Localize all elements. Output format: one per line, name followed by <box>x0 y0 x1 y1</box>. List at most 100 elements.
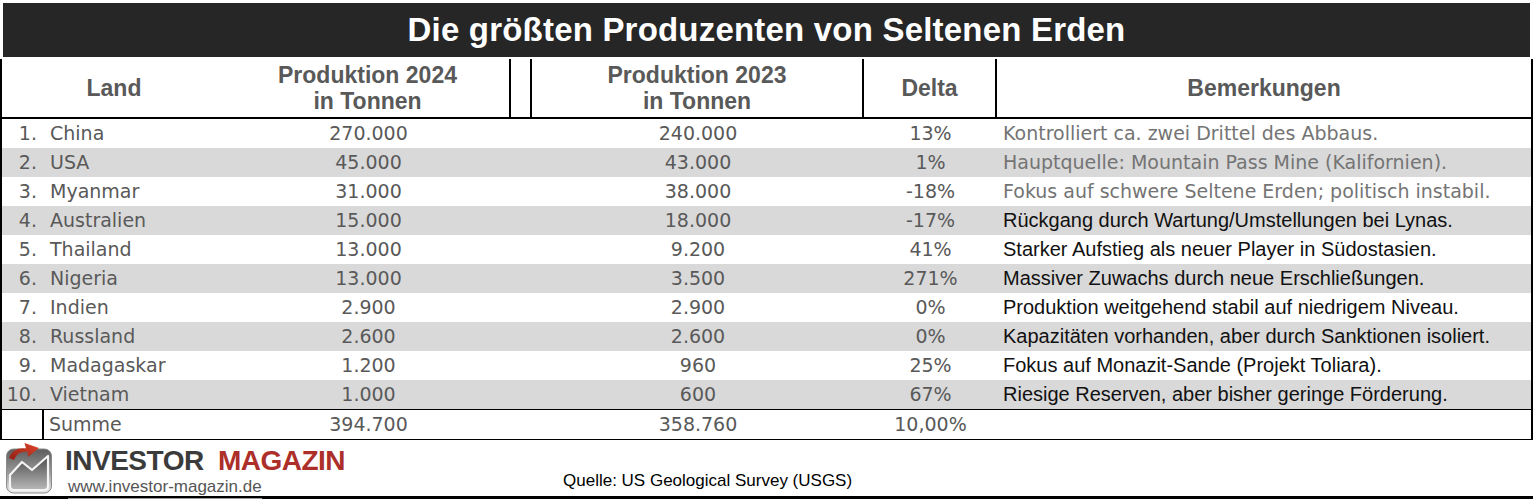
delta-cell: -18% <box>864 177 997 206</box>
table-row: 7. Indien 2.900 2.900 0% Produktion weit… <box>2 293 1531 322</box>
prod2024-cell: 31.000 <box>226 177 511 206</box>
brand-text: INVESTOR MAGAZIN www.investor-magazin.de <box>65 442 345 499</box>
rank-cell: 7. <box>2 293 44 322</box>
table-body: 1. China 270.000 240.000 13% Kontrollier… <box>2 119 1531 409</box>
prod2024-cell: 270.000 <box>226 119 511 148</box>
land-cell: Thailand <box>44 235 226 264</box>
table-row: 3. Myanmar 31.000 38.000 -18% Fokus auf … <box>2 177 1531 206</box>
rank-cell: 2. <box>2 148 44 177</box>
mountain-chart-icon <box>5 442 55 495</box>
prod2024-cell: 2.600 <box>226 322 511 351</box>
total-prod2023-cell: 358.760 <box>532 410 864 439</box>
table-row: 1. China 270.000 240.000 13% Kontrollier… <box>2 119 1531 148</box>
land-cell: Australien <box>44 206 226 235</box>
delta-cell: 25% <box>864 351 997 380</box>
header-bemerkungen-label: Bemerkungen <box>1187 75 1340 101</box>
table-row: 8. Russland 2.600 2.600 0% Kapazitäten v… <box>2 322 1531 351</box>
delta-cell: 271% <box>864 264 997 293</box>
table-row: 4. Australien 15.000 18.000 -17% Rückgan… <box>2 206 1531 235</box>
prod2024-cell: 15.000 <box>226 206 511 235</box>
header-delta-label: Delta <box>901 75 957 101</box>
bemerkung-cell: Fokus auf schwere Seltene Erden; politis… <box>997 177 1531 206</box>
land-cell: USA <box>44 148 226 177</box>
land-cell: Nigeria <box>44 264 226 293</box>
land-cell: Indien <box>44 293 226 322</box>
prod2023-cell: 43.000 <box>532 148 864 177</box>
bemerkung-cell: Kapazitäten vorhanden, aber durch Sankti… <box>997 322 1531 351</box>
prod2023-cell: 9.200 <box>532 235 864 264</box>
bemerkung-cell: Fokus auf Monazit-Sande (Projekt Toliara… <box>997 351 1531 380</box>
total-prod2024-cell: 394.700 <box>226 410 511 439</box>
delta-cell: 41% <box>864 235 997 264</box>
table-header-row: Land Produktion 2024 in Tonnen Produktio… <box>2 59 1531 119</box>
rank-cell: 6. <box>2 264 44 293</box>
bemerkung-cell: Rückgang durch Wartung/Umstellungen bei … <box>997 206 1531 235</box>
prod2024-cell: 45.000 <box>226 148 511 177</box>
table-row: 10. Vietnam 1.000 600 67% Riesige Reserv… <box>2 380 1531 409</box>
land-cell: China <box>44 119 226 148</box>
rank-cell: 4. <box>2 206 44 235</box>
table-row: 2. USA 45.000 43.000 1% Hauptquelle: Mou… <box>2 148 1531 177</box>
bemerkung-cell: Hauptquelle: Mountain Pass Mine (Kalifor… <box>997 148 1531 177</box>
header-delta: Delta <box>864 59 997 117</box>
prod2023-cell: 960 <box>532 351 864 380</box>
header-produktion-2024-line2: in Tonnen <box>313 88 421 114</box>
prod2023-cell: 38.000 <box>532 177 864 206</box>
bemerkung-cell: Produktion weitgehend stabil auf niedrig… <box>997 293 1531 322</box>
investor-magazin-logo: INVESTOR MAGAZIN www.investor-magazin.de <box>5 442 345 499</box>
total-bemerkung-cell <box>997 410 1531 439</box>
prod2023-cell: 3.500 <box>532 264 864 293</box>
delta-cell: -17% <box>864 206 997 235</box>
prod2023-cell: 600 <box>532 380 864 409</box>
footer: INVESTOR MAGAZIN www.investor-magazin.de… <box>0 440 1533 499</box>
rank-cell: 1. <box>2 119 44 148</box>
table-row: 5. Thailand 13.000 9.200 41% Starker Auf… <box>2 235 1531 264</box>
land-cell: Russland <box>44 322 226 351</box>
land-cell: Madagaskar <box>44 351 226 380</box>
prod2023-cell: 18.000 <box>532 206 864 235</box>
brand-investor: INVESTOR <box>65 445 204 476</box>
total-rank-cell <box>2 410 44 439</box>
rank-cell: 3. <box>2 177 44 206</box>
prod2024-cell: 1.000 <box>226 380 511 409</box>
table-row: 9. Madagaskar 1.200 960 25% Fokus auf Mo… <box>2 351 1531 380</box>
brand-name: INVESTOR MAGAZIN <box>65 446 345 476</box>
total-delta-cell: 10,00% <box>864 410 997 439</box>
rank-cell: 10. <box>2 380 44 409</box>
total-row: Summe 394.700 358.760 10,00% <box>2 409 1531 441</box>
prod2024-cell: 1.200 <box>226 351 511 380</box>
header-land-label: Land <box>87 75 142 101</box>
delta-cell: 13% <box>864 119 997 148</box>
delta-cell: 0% <box>864 322 997 351</box>
header-produktion-2023-line1: Produktion 2023 <box>608 62 787 88</box>
header-bemerkungen: Bemerkungen <box>997 59 1531 117</box>
rank-cell: 5. <box>2 235 44 264</box>
land-cell: Myanmar <box>44 177 226 206</box>
prod2023-cell: 240.000 <box>532 119 864 148</box>
total-label-cell: Summe <box>44 410 226 439</box>
delta-cell: 0% <box>864 293 997 322</box>
prod2024-cell: 2.900 <box>226 293 511 322</box>
header-produktion-2023-line2: in Tonnen <box>643 88 751 114</box>
land-cell: Vietnam <box>44 380 226 409</box>
table-row: 6. Nigeria 13.000 3.500 271% Massiver Zu… <box>2 264 1531 293</box>
header-spacer <box>511 59 532 117</box>
header-produktion-2024: Produktion 2024 in Tonnen <box>226 59 511 117</box>
prod2023-cell: 2.900 <box>532 293 864 322</box>
bemerkung-cell: Kontrolliert ca. zwei Drittel des Abbaus… <box>997 119 1531 148</box>
prod2023-cell: 2.600 <box>532 322 864 351</box>
prod2024-cell: 13.000 <box>226 264 511 293</box>
total-spacer-cell <box>511 410 532 439</box>
bemerkung-cell: Massiver Zuwachs durch neue Erschließung… <box>997 264 1531 293</box>
header-produktion-2023: Produktion 2023 in Tonnen <box>532 59 864 117</box>
delta-cell: 67% <box>864 380 997 409</box>
title-bar: Die größten Produzenten von Seltenen Erd… <box>3 3 1530 57</box>
website-link[interactable]: www.investor-magazin.de <box>68 477 262 499</box>
source-note: Quelle: US Geological Survey (USGS) <box>563 471 852 491</box>
producers-table: Land Produktion 2024 in Tonnen Produktio… <box>0 59 1533 441</box>
rank-cell: 8. <box>2 322 44 351</box>
prod2024-cell: 13.000 <box>226 235 511 264</box>
delta-cell: 1% <box>864 148 997 177</box>
header-land: Land <box>2 59 226 117</box>
rank-cell: 9. <box>2 351 44 380</box>
